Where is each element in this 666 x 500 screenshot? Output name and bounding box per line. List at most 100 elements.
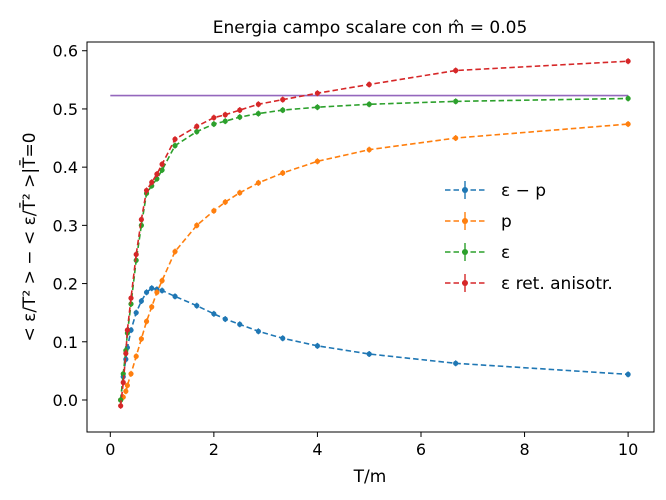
data-point [625,58,631,64]
data-point [149,179,155,185]
data-point [280,107,286,113]
legend-label: ε − p [501,181,546,201]
x-tick-label: 8 [519,440,529,459]
chart-title: Energia campo scalare con m̂ = 0.05 [213,18,528,38]
x-axis-label: T/m [353,467,387,487]
data-point [211,115,217,121]
series-3 [118,58,631,409]
data-point [154,289,160,295]
data-point [211,208,217,214]
data-point [194,123,200,130]
data-point [138,336,144,342]
legend-item: p [445,212,512,232]
data-point [625,371,631,377]
data-point [625,121,631,127]
x-tick-label: 6 [416,440,426,459]
data-point [255,180,261,186]
data-point [143,318,150,325]
data-point [366,81,372,88]
data-point [237,190,243,196]
data-point [237,107,243,113]
x-tick-label: 2 [209,440,219,459]
legend-label: p [501,212,512,232]
legend: ε − p pε ε ret. anisotr. [445,181,613,294]
data-point [138,298,144,304]
data-point [453,98,459,104]
data-point [194,129,200,135]
data-point [222,118,228,124]
data-point [128,371,134,377]
data-point [172,293,178,299]
data-point [453,135,459,141]
data-point [124,327,130,333]
data-point [255,101,261,107]
legend-label: ε [501,243,510,263]
data-point [222,112,228,118]
data-point [172,136,178,142]
data-point [237,114,243,120]
legend-item: ε [445,243,510,263]
data-point [159,161,165,167]
data-point [211,311,217,317]
data-point [211,121,217,127]
data-point [143,187,150,194]
data-point [366,147,372,153]
data-point [366,351,372,357]
legend-item: ε − p [445,181,546,201]
data-point [280,170,286,176]
data-point [255,110,261,117]
data-point [172,143,178,149]
data-point [128,295,134,301]
data-point [159,278,165,284]
data-point [118,403,124,409]
data-point [138,216,144,223]
data-point [366,101,372,107]
plot-frame [86,41,655,433]
data-point [222,199,228,205]
x-tick-label: 10 [618,440,638,459]
data-point [625,95,631,102]
y-axis: 0.0 0.1 0.2 0.3 0.4 0.5 0.6 [53,42,87,410]
data-point [154,171,160,177]
data-point [149,304,155,310]
data-point [222,316,228,322]
legend-marker [462,218,468,224]
data-point [172,248,178,255]
series-line [120,123,629,401]
data-point [124,382,130,389]
data-point [133,353,139,359]
y-tick-label: 0.5 [53,100,78,119]
series-line [119,60,629,406]
series-1 [118,121,631,403]
data-point [133,251,139,258]
data-point [314,343,321,349]
legend-marker [462,187,468,193]
y-tick-label: 0.0 [53,391,78,410]
legend-marker [462,280,468,286]
data-point [133,310,139,316]
data-point [194,303,200,309]
data-point [314,90,321,96]
x-axis: 0 2 4 6 8 10 [105,432,638,459]
data-point [280,97,286,103]
data-point [453,360,459,366]
legend-marker [462,249,468,255]
data-point [159,287,165,294]
y-tick-label: 0.2 [53,275,78,294]
series-0 [118,285,631,403]
data-point [237,321,243,327]
series-2 [118,95,631,403]
data-point [123,350,129,357]
y-tick-label: 0.4 [53,158,78,177]
data-point [143,289,150,295]
data-point [128,327,134,333]
data-point [453,67,459,74]
data-point [159,167,165,173]
data-point [280,335,286,341]
legend-item: ε ret. anisotr. [445,274,613,294]
data-point [123,388,129,394]
series-line [119,287,629,401]
data-point [149,285,155,291]
x-tick-label: 0 [105,440,115,459]
